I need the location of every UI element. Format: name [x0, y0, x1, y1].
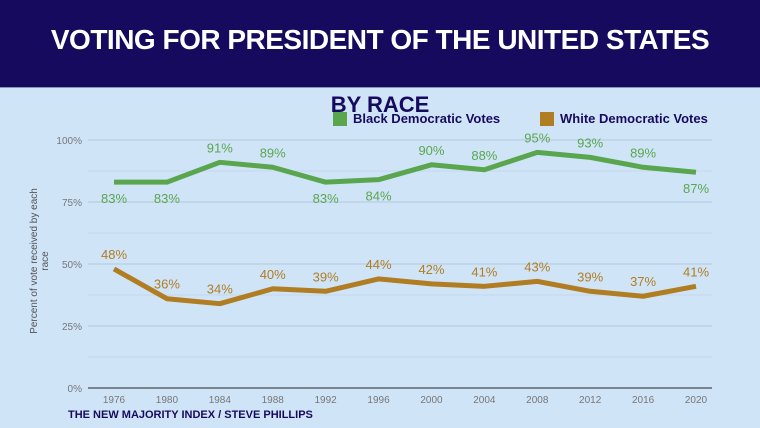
x-tick-label: 1992 — [315, 395, 338, 406]
legend-black: Black Democratic Votes — [333, 111, 500, 126]
legend-swatch-black — [333, 111, 347, 126]
y-tick-label: 50% — [62, 260, 82, 271]
data-label: 93% — [577, 135, 603, 150]
data-label: 43% — [524, 259, 550, 274]
data-label: 84% — [366, 189, 392, 204]
x-tick-label: 1996 — [367, 395, 390, 406]
data-label: 83% — [154, 191, 180, 206]
x-tick-label: 2004 — [473, 395, 496, 406]
data-label: 48% — [101, 247, 127, 262]
x-tick-label: 2008 — [526, 395, 549, 406]
title-banner: VOTING FOR PRESIDENT OF THE UNITED STATE… — [0, 0, 760, 88]
y-tick-label: 0% — [68, 384, 83, 395]
legend-label-white: White Democratic Votes — [560, 111, 708, 126]
data-label: 41% — [471, 264, 497, 279]
data-label: 91% — [207, 140, 233, 155]
data-label: 40% — [260, 267, 286, 282]
data-label: 34% — [207, 282, 233, 297]
y-tick-label: 25% — [62, 322, 82, 333]
legend-swatch-white — [540, 111, 554, 126]
data-label: 44% — [366, 257, 392, 272]
source-credit: THE NEW MAJORITY INDEX / STEVE PHILLIPS — [68, 409, 313, 421]
chart-title: BY RACE — [330, 92, 430, 117]
data-label: 83% — [101, 191, 127, 206]
data-label: 36% — [154, 277, 180, 292]
data-label: 83% — [313, 191, 339, 206]
x-tick-label: 1984 — [209, 395, 232, 406]
legend-label-black: Black Democratic Votes — [353, 111, 501, 126]
legend-white: White Democratic Votes — [540, 111, 708, 126]
data-label: 39% — [577, 269, 603, 284]
x-tick-label: 1976 — [103, 395, 126, 406]
x-tick-label: 2016 — [632, 395, 655, 406]
data-label: 42% — [418, 262, 444, 277]
data-label: 37% — [630, 274, 656, 289]
data-label: 41% — [683, 264, 709, 279]
x-tick-label: 1980 — [156, 395, 179, 406]
data-label: 89% — [260, 145, 286, 160]
y-tick-label: 75% — [62, 198, 82, 209]
data-label: 39% — [313, 269, 339, 284]
page-title: VOTING FOR PRESIDENT OF THE UNITED STATE… — [50, 24, 710, 55]
data-label: 88% — [471, 148, 497, 163]
x-tick-label: 2020 — [685, 395, 708, 406]
x-tick-label: 2000 — [420, 395, 443, 406]
series-line-black — [114, 149, 697, 185]
data-label: 87% — [683, 181, 709, 196]
x-tick-label: 1988 — [262, 395, 285, 406]
data-label: 89% — [630, 145, 656, 160]
y-tick-label: 100% — [56, 136, 82, 147]
x-tick-label: 2012 — [579, 395, 602, 406]
data-label: 90% — [418, 143, 444, 158]
series-line-white — [112, 266, 697, 307]
data-label: 95% — [524, 130, 550, 145]
